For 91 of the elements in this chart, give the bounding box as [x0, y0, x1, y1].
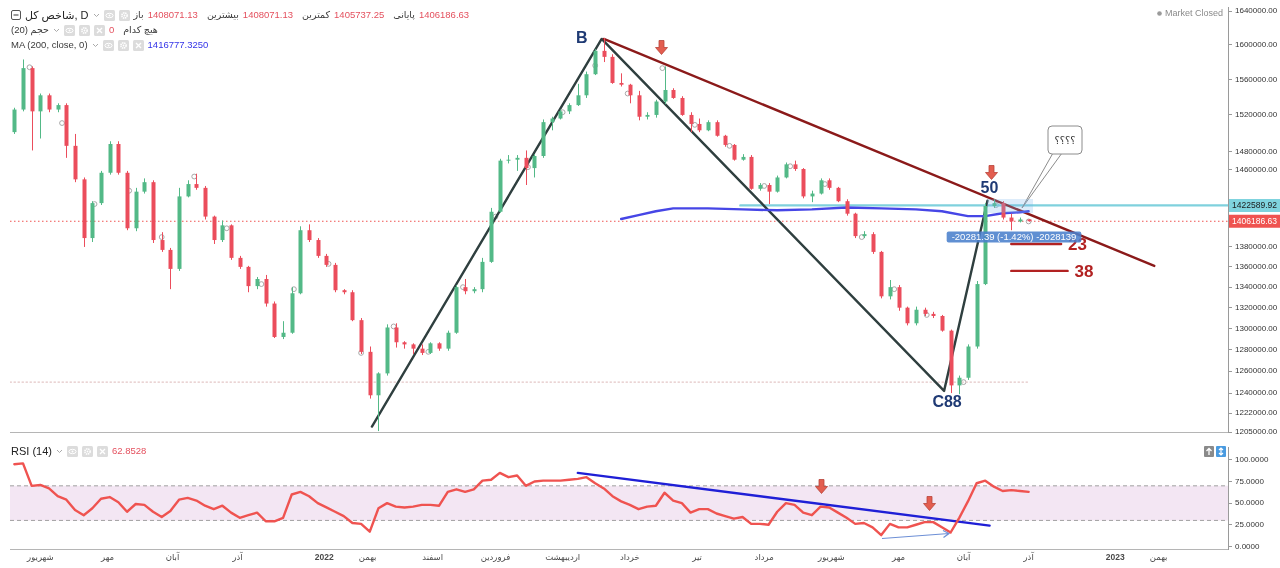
candlestick: [689, 111, 694, 133]
annotation: پایانی: [393, 9, 415, 21]
candlestick: [12, 107, 17, 135]
x-tick-label: اسفند: [422, 552, 444, 563]
y-tick-label: 1205000.00: [1235, 427, 1278, 437]
y-tick-label: 1520000.00: [1235, 110, 1278, 120]
y-tick-label: 1240000.00: [1235, 388, 1278, 398]
y-tick-label: 75.0000: [1235, 476, 1265, 486]
candlestick: [576, 83, 581, 107]
annotation: 1416777.3250: [147, 39, 209, 51]
candlestick: [767, 182, 772, 205]
candlestick: [602, 37, 607, 63]
candlestick: [914, 306, 919, 326]
ref-line-label: 1406186.63: [1232, 216, 1278, 227]
y-tick-label: 25.0000: [1235, 519, 1265, 529]
candlestick: [905, 306, 910, 326]
annotation: 1408071.13: [242, 9, 294, 21]
annotation: -20281.39 (-1.42%) -2028139: [951, 231, 1077, 243]
candlestick: [628, 83, 633, 104]
candlestick: [957, 375, 962, 395]
annotation: هیچ کدام: [123, 24, 158, 36]
annotation: 1405737.25: [334, 9, 385, 21]
annotation: 0: [108, 24, 115, 36]
x-tick-label: مهر: [890, 552, 906, 563]
candlestick: [47, 93, 52, 113]
y-tick-label: 1340000.00: [1235, 282, 1278, 292]
candlestick: [897, 284, 902, 312]
candlestick: [584, 71, 589, 99]
chart-title: شاخص کل, D: [25, 9, 89, 21]
x-tick-label: آبان: [956, 551, 972, 563]
x-tick-label: شهریور: [26, 552, 54, 563]
x-tick-label: مهر: [99, 552, 115, 563]
candlestick: [376, 371, 381, 432]
y-tick-label: 1280000.00: [1235, 344, 1278, 354]
annotation: باز: [133, 9, 144, 21]
x-tick-label: آذر: [1022, 551, 1035, 563]
x-tick-label: آذر: [231, 551, 244, 563]
candlestick: [168, 247, 173, 290]
candlestick: [637, 90, 642, 121]
x-tick-label: تیر: [691, 552, 703, 563]
chart-title: RSI (14): [11, 445, 52, 457]
y-tick-label: 100.0000: [1235, 455, 1269, 465]
y-tick-label: 0.0000: [1235, 541, 1261, 551]
x-tick-label: اردیبهشت: [545, 552, 581, 563]
annotation: B: [575, 29, 588, 47]
y-tick-label: 1640000.00: [1235, 6, 1278, 16]
y-tick-label: 1260000.00: [1235, 366, 1278, 376]
y-tick-label: 1320000.00: [1235, 302, 1278, 312]
x-tick-label: مرداد: [754, 552, 774, 563]
candlestick: [160, 231, 165, 253]
candlestick: [888, 279, 893, 300]
annotation: Market Closed: [1164, 8, 1223, 18]
candlestick: [446, 330, 451, 352]
x-tick-label: خرداد: [619, 552, 640, 563]
candlestick: [38, 93, 43, 140]
candlestick: [394, 322, 399, 349]
candlestick: [871, 231, 876, 255]
annotation: ؟؟؟؟: [1054, 134, 1076, 146]
candlestick: [246, 265, 251, 293]
candlestick: [220, 219, 225, 243]
annotation: 1422589.92: [1232, 200, 1278, 211]
annotation: کمترین: [302, 9, 331, 21]
x-tick-label: بهمن: [358, 552, 377, 563]
annotation: C88: [932, 393, 962, 411]
annotation: 62.8528: [111, 445, 147, 457]
annotation: 1406186.63: [418, 9, 470, 21]
y-tick-label: 1222000.00: [1235, 408, 1278, 418]
candlestick: [680, 95, 685, 117]
annotation: MA (200, close, 0): [11, 39, 88, 51]
x-tick-label: 2023: [1105, 552, 1126, 563]
candlestick: [532, 153, 537, 178]
y-tick-label: 1600000.00: [1235, 40, 1278, 50]
y-tick-label: 1460000.00: [1235, 165, 1278, 175]
y-tick-label: 1300000.00: [1235, 323, 1278, 333]
annotation: بیشترین: [206, 9, 239, 21]
x-tick-label: بهمن: [1149, 552, 1168, 563]
candlestick: [316, 237, 321, 259]
y-tick-label: 50.0000: [1235, 498, 1265, 508]
y-tick-label: 1480000.00: [1235, 146, 1278, 156]
x-tick-label: آبان: [165, 551, 180, 563]
y-tick-label: 1560000.00: [1235, 74, 1278, 84]
annotation: حجم (20): [11, 24, 49, 36]
annotation: 1408071.13: [147, 9, 198, 21]
x-tick-label: فروردین: [480, 552, 511, 563]
x-tick-label: 2022: [314, 552, 334, 563]
y-tick-label: 1380000.00: [1235, 242, 1278, 252]
series-label: 38: [1074, 261, 1094, 281]
x-tick-label: شهریور: [817, 552, 845, 563]
y-tick-label: 1360000.00: [1235, 262, 1278, 272]
annotation: 50: [980, 179, 999, 197]
candlestick: [663, 65, 668, 105]
